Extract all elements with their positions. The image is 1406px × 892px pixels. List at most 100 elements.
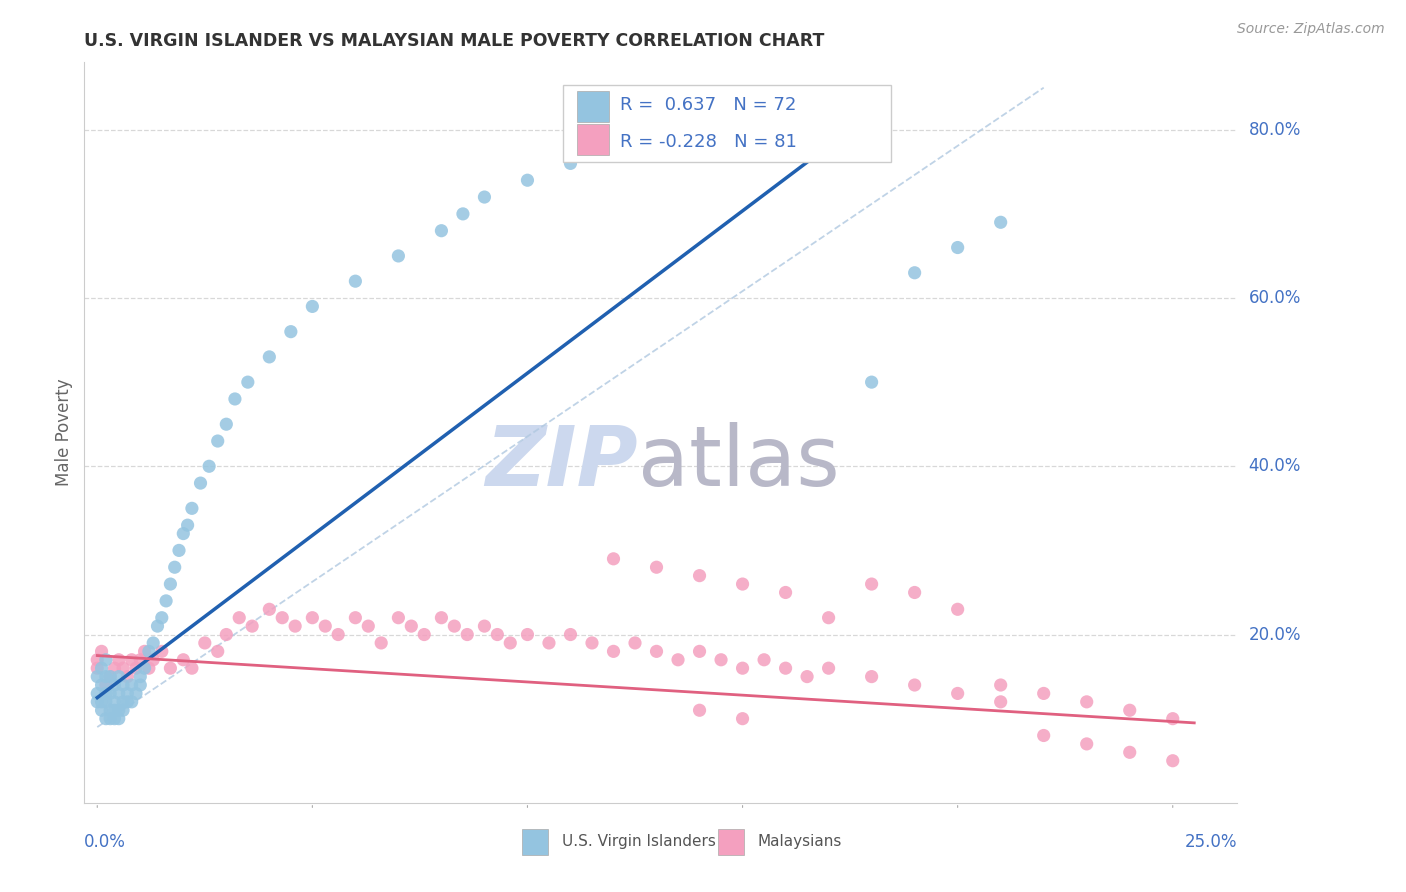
Point [731,712,754,726]
Point [94,670,117,684]
Point [94,686,117,700]
Point [1161,712,1184,726]
Point [443,619,465,633]
Point [560,627,582,641]
Point [98,712,121,726]
Point [107,653,129,667]
Point [103,661,125,675]
Point [90,661,112,675]
Point [207,644,229,658]
Point [645,131,668,145]
Point [180,661,202,675]
Point [236,375,259,389]
Point [134,644,156,658]
Point [86,661,108,675]
Point [817,661,839,675]
Point [817,610,839,624]
Point [125,661,148,675]
Point [731,661,754,675]
Point [172,653,194,667]
Point [387,610,409,624]
Point [1119,745,1142,759]
Point [344,274,367,288]
Text: 20.0%: 20.0% [1249,625,1301,643]
Point [689,644,711,658]
Text: Source: ZipAtlas.com: Source: ZipAtlas.com [1237,22,1385,37]
Point [90,703,112,717]
Point [125,686,148,700]
Point [121,653,143,667]
Point [228,610,250,624]
Point [710,653,733,667]
Point [775,585,797,599]
Point [1032,686,1054,700]
Point [86,695,108,709]
FancyBboxPatch shape [562,85,891,162]
Point [301,610,323,624]
Point [387,249,409,263]
Point [90,695,112,709]
Point [602,551,624,566]
Text: 80.0%: 80.0% [1249,120,1301,139]
Point [107,703,129,717]
Point [904,678,927,692]
Point [430,610,453,624]
Point [142,636,165,650]
Point [107,712,129,726]
Point [602,139,624,153]
Text: ZIP: ZIP [485,422,638,503]
Point [146,619,169,633]
Point [94,695,117,709]
Point [112,695,135,709]
Point [90,678,112,692]
Text: U.S. VIRGIN ISLANDER VS MALAYSIAN MALE POVERTY CORRELATION CHART: U.S. VIRGIN ISLANDER VS MALAYSIAN MALE P… [84,32,825,50]
Point [117,686,139,700]
Point [645,644,668,658]
Point [731,577,754,591]
Point [946,686,969,700]
Point [817,97,839,112]
Point [142,653,165,667]
Point [103,695,125,709]
Point [117,670,139,684]
Point [167,543,190,558]
Point [155,594,177,608]
Point [775,106,797,120]
Point [990,695,1012,709]
Y-axis label: Male Poverty: Male Poverty [55,379,73,486]
Point [602,644,624,658]
Point [90,644,112,658]
Text: 60.0%: 60.0% [1249,289,1301,307]
Point [190,476,212,491]
Point [328,627,350,641]
Point [172,526,194,541]
Point [752,653,775,667]
Point [796,670,818,684]
Point [370,636,392,650]
Point [280,325,302,339]
Point [107,686,129,700]
Point [314,619,336,633]
Point [689,703,711,717]
Point [159,661,181,675]
Point [1119,703,1142,717]
Point [138,644,160,658]
Point [121,695,143,709]
Point [860,375,883,389]
Point [94,678,117,692]
Point [451,207,474,221]
Point [946,602,969,616]
Point [1161,754,1184,768]
Point [129,670,152,684]
Point [94,712,117,726]
Point [207,434,229,448]
Point [1076,695,1098,709]
Point [560,156,582,170]
Point [240,619,263,633]
Point [103,712,125,726]
Point [98,686,121,700]
Point [180,501,202,516]
Point [98,670,121,684]
Point [86,686,108,700]
FancyBboxPatch shape [576,124,609,155]
